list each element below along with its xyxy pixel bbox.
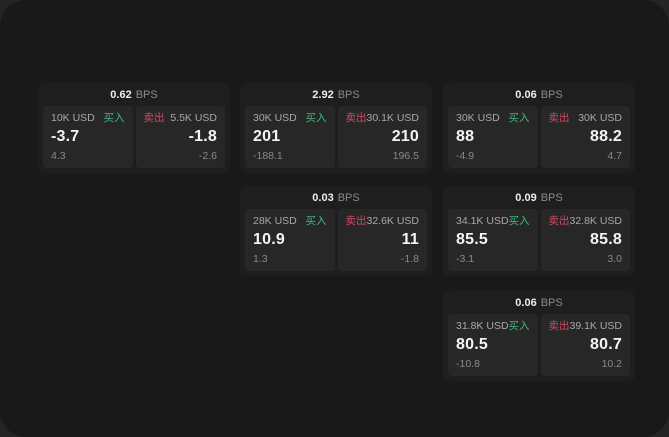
quote-card: 0.06 BPS 31.8K USD 买入 80.5 -10.8 卖出 39.1… xyxy=(443,291,635,381)
buy-tile[interactable]: 34.1K USD 买入 85.5 -3.1 xyxy=(448,209,538,271)
sell-notional: 32.8K USD xyxy=(569,215,623,227)
buy-price: 80.5 xyxy=(456,336,488,353)
bps-header: 0.06 BPS xyxy=(443,83,635,106)
sell-tile[interactable]: 卖出 32.6K USD 11 -1.8 xyxy=(337,209,427,271)
buy-notional: 28K USD xyxy=(253,215,297,227)
bps-unit-label: BPS xyxy=(337,191,360,204)
buy-side-label: 买入 xyxy=(508,112,530,124)
sell-price: -1.8 xyxy=(188,128,217,145)
buy-tile[interactable]: 30K USD 买入 201 -188.1 xyxy=(245,106,335,168)
buy-tile[interactable]: 30K USD 买入 88 -4.9 xyxy=(448,106,538,168)
sell-delta: -2.6 xyxy=(198,150,217,162)
bps-header: 0.62 BPS xyxy=(38,83,230,106)
sell-delta: -1.8 xyxy=(400,253,419,265)
buy-price: 85.5 xyxy=(456,231,488,248)
buy-notional: 30K USD xyxy=(456,112,500,124)
buy-tile[interactable]: 28K USD 买入 10.9 1.3 xyxy=(245,209,335,271)
buy-tile[interactable]: 10K USD 买入 -3.7 4.3 xyxy=(43,106,133,168)
buy-delta: -188.1 xyxy=(253,150,283,162)
quote-card: 0.62 BPS 10K USD 买入 -3.7 4.3 卖出 5.5K USD… xyxy=(38,83,230,173)
sell-side-label: 卖出 xyxy=(548,215,570,227)
bps-header: 0.09 BPS xyxy=(443,186,635,209)
quote-card: 0.03 BPS 28K USD 买入 10.9 1.3 卖出 32.6K US… xyxy=(240,186,432,276)
sell-tile[interactable]: 卖出 39.1K USD 80.7 10.2 xyxy=(540,314,630,376)
bps-header: 0.03 BPS xyxy=(240,186,432,209)
bps-value: 0.06 xyxy=(515,296,537,309)
sell-side-label: 卖出 xyxy=(345,112,367,124)
bps-value: 2.92 xyxy=(312,88,334,101)
buy-price: 10.9 xyxy=(253,231,285,248)
sell-side-label: 卖出 xyxy=(143,112,165,124)
buy-price: 88 xyxy=(456,128,475,145)
sell-side-label: 卖出 xyxy=(345,215,367,227)
bps-header: 2.92 BPS xyxy=(240,83,432,106)
sell-delta: 196.5 xyxy=(392,150,419,162)
bps-value: 0.06 xyxy=(515,88,537,101)
buy-delta: -10.8 xyxy=(456,358,480,370)
buy-side-label: 买入 xyxy=(305,112,327,124)
buy-delta: -3.1 xyxy=(456,253,475,265)
bps-value: 0.03 xyxy=(312,191,334,204)
bps-unit-label: BPS xyxy=(540,88,563,101)
buy-notional: 30K USD xyxy=(253,112,297,124)
sell-tile[interactable]: 卖出 5.5K USD -1.8 -2.6 xyxy=(135,106,225,168)
bps-unit-label: BPS xyxy=(540,296,563,309)
buy-price: 201 xyxy=(253,128,281,145)
buy-notional: 34.1K USD xyxy=(456,215,509,227)
buy-tile[interactable]: 31.8K USD 买入 80.5 -10.8 xyxy=(448,314,538,376)
sell-notional: 30K USD xyxy=(578,112,622,124)
bps-value: 0.62 xyxy=(110,88,132,101)
quote-card: 2.92 BPS 30K USD 买入 201 -188.1 卖出 30.1K … xyxy=(240,83,432,173)
bps-unit-label: BPS xyxy=(540,191,563,204)
buy-notional: 10K USD xyxy=(51,112,95,124)
sell-delta: 10.2 xyxy=(601,358,622,370)
sell-delta: 3.0 xyxy=(607,253,622,265)
buy-delta: -4.9 xyxy=(456,150,475,162)
sell-notional: 5.5K USD xyxy=(170,112,217,124)
sell-tile[interactable]: 卖出 32.8K USD 85.8 3.0 xyxy=(540,209,630,271)
quote-card: 0.06 BPS 30K USD 买入 88 -4.9 卖出 30K USD 8… xyxy=(443,83,635,173)
buy-side-label: 买入 xyxy=(305,215,327,227)
buy-side-label: 买入 xyxy=(508,320,530,332)
sell-price: 85.8 xyxy=(590,231,622,248)
bps-unit-label: BPS xyxy=(135,88,158,101)
buy-price: -3.7 xyxy=(51,128,80,145)
bps-value: 0.09 xyxy=(515,191,537,204)
sell-price: 80.7 xyxy=(590,336,622,353)
sell-notional: 30.1K USD xyxy=(366,112,420,124)
sell-tile[interactable]: 卖出 30.1K USD 210 196.5 xyxy=(337,106,427,168)
bps-unit-label: BPS xyxy=(337,88,360,101)
sell-notional: 32.6K USD xyxy=(366,215,420,227)
sell-side-label: 卖出 xyxy=(548,112,570,124)
buy-delta: 1.3 xyxy=(253,253,268,265)
buy-delta: 4.3 xyxy=(51,150,66,162)
sell-notional: 39.1K USD xyxy=(569,320,623,332)
sell-delta: 4.7 xyxy=(607,150,622,162)
buy-side-label: 买入 xyxy=(508,215,530,227)
quote-card: 0.09 BPS 34.1K USD 买入 85.5 -3.1 卖出 32.8K… xyxy=(443,186,635,276)
sell-price: 210 xyxy=(391,128,419,145)
sell-price: 11 xyxy=(401,231,419,248)
sell-price: 88.2 xyxy=(590,128,622,145)
sell-tile[interactable]: 卖出 30K USD 88.2 4.7 xyxy=(540,106,630,168)
bps-header: 0.06 BPS xyxy=(443,291,635,314)
buy-notional: 31.8K USD xyxy=(456,320,509,332)
buy-side-label: 买入 xyxy=(103,112,125,124)
sell-side-label: 卖出 xyxy=(548,320,570,332)
